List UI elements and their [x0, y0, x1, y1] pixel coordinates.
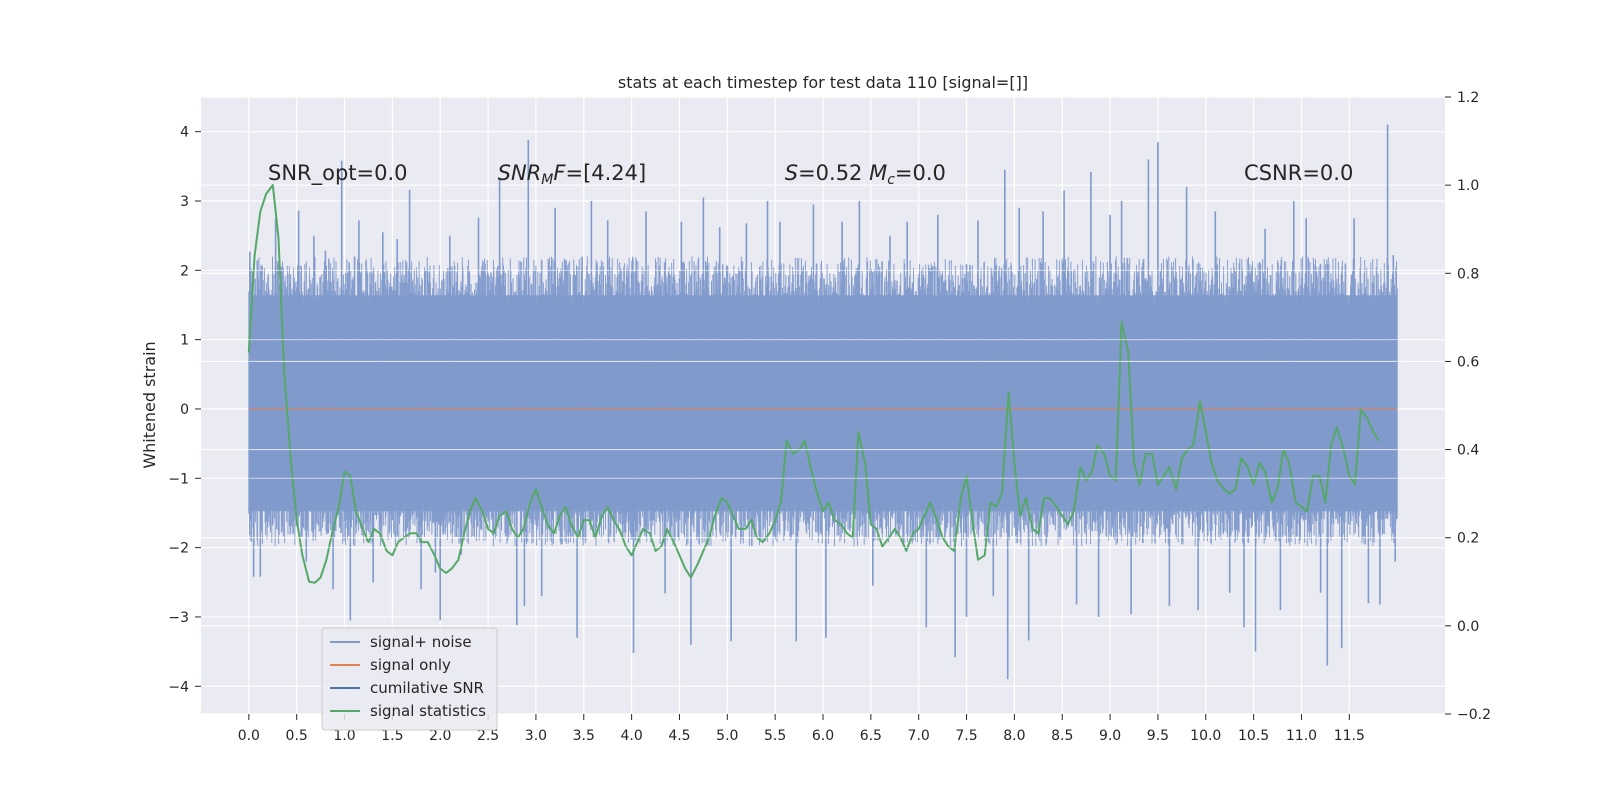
x-tick-label: 4.0 — [620, 728, 642, 744]
legend-label: signal statistics — [370, 702, 486, 720]
y-tick-label: 1 — [180, 333, 189, 349]
y-axis-label: Whitened strain — [140, 341, 159, 468]
legend: signal+ noise signal only cumilative SNR si… — [321, 627, 498, 731]
x-tick-label: 0.0 — [238, 728, 260, 744]
legend-label: signal+ noise — [370, 633, 472, 651]
annotation-snr-mf: SNRMF=[4.24] — [498, 161, 647, 188]
legend-label: cumilative SNR — [370, 679, 484, 697]
x-tick-label: 2.0 — [429, 728, 451, 744]
y2-tick-label: −0.2 — [1457, 707, 1491, 723]
x-tick-label: 10.0 — [1190, 728, 1221, 744]
x-tick-label: 3.0 — [525, 728, 547, 744]
x-tick-label: 6.0 — [812, 728, 834, 744]
y2-tick-label: 0.6 — [1457, 354, 1479, 370]
signal-statistics-line — [247, 184, 1380, 584]
y-tick-label: 0 — [180, 402, 189, 418]
x-tick-label: 8.5 — [1051, 728, 1073, 744]
annotation-part: S — [785, 161, 798, 185]
x-tick-label: 9.5 — [1147, 728, 1169, 744]
x-tick-label: 4.5 — [668, 728, 690, 744]
x-tick-label: 1.5 — [381, 728, 403, 744]
annotation-part: =[4.24] — [565, 161, 646, 185]
x-tick-label: 7.0 — [908, 728, 930, 744]
y-tick-label: −3 — [168, 610, 189, 626]
y-tick-label: 2 — [180, 263, 189, 279]
x-tick-label: 5.5 — [764, 728, 786, 744]
y2-tick-label: 0.0 — [1457, 619, 1479, 635]
annotation-snr-opt: SNR_opt=0.0 — [268, 161, 408, 186]
x-tick-label: 5.0 — [716, 728, 738, 744]
annotation-part: =0.52 — [798, 161, 869, 185]
y2-tick-label: 0.8 — [1457, 266, 1479, 282]
x-tick-label: 0.5 — [286, 728, 308, 744]
annotation-part: M — [869, 161, 887, 185]
x-tick-label: 11.0 — [1286, 728, 1317, 744]
x-tick-label: 7.5 — [955, 728, 977, 744]
chart-title: stats at each timestep for test data 110… — [618, 73, 1028, 92]
y2-tick-label: 0.2 — [1457, 531, 1479, 547]
annotation-part: M — [541, 172, 553, 188]
annotations: SNR_opt=0.0 SNRMF=[4.24] S=0.52 Mc=0.0 CSNR… — [268, 161, 1353, 188]
legend-label: signal only — [370, 656, 451, 674]
x-tick-label: 9.0 — [1099, 728, 1121, 744]
x-tick-label: 8.0 — [1003, 728, 1025, 744]
annotation-part: F — [553, 161, 566, 185]
x-tick-label: 10.5 — [1238, 728, 1269, 744]
axis-ticks: 0.0 0.5 1.0 1.5 2.0 2.5 3.0 3.5 4.0 4.5 5.0 5.5 6.0 6… — [168, 90, 1491, 744]
annotation-part: SNR — [498, 161, 542, 185]
legend-box — [321, 627, 498, 731]
y-tick-label: −4 — [168, 679, 189, 695]
annotation-part: =0.0 — [895, 161, 946, 185]
y2-tick-label: 1.2 — [1457, 90, 1479, 106]
y2-tick-label: 0.4 — [1457, 443, 1479, 459]
x-tick-label: 2.5 — [477, 728, 499, 744]
series-layer — [247, 124, 1398, 680]
y-tick-label: 4 — [180, 125, 189, 141]
x-tick-label: 3.5 — [573, 728, 595, 744]
annotation-csnr: CSNR=0.0 — [1244, 161, 1353, 185]
noise-strokes — [248, 256, 1398, 547]
annotation-part: c — [887, 172, 895, 188]
x-tick-label: 6.5 — [860, 728, 882, 744]
x-tick-label: 11.5 — [1334, 728, 1365, 744]
y-tick-label: −1 — [168, 471, 189, 487]
x-tick-label: 1.0 — [333, 728, 355, 744]
y-tick-label: 3 — [180, 194, 189, 210]
annotation-s-mc: S=0.52 Mc=0.0 — [785, 161, 946, 188]
y-tick-label: −2 — [168, 541, 189, 557]
y2-tick-label: 1.0 — [1457, 178, 1479, 194]
